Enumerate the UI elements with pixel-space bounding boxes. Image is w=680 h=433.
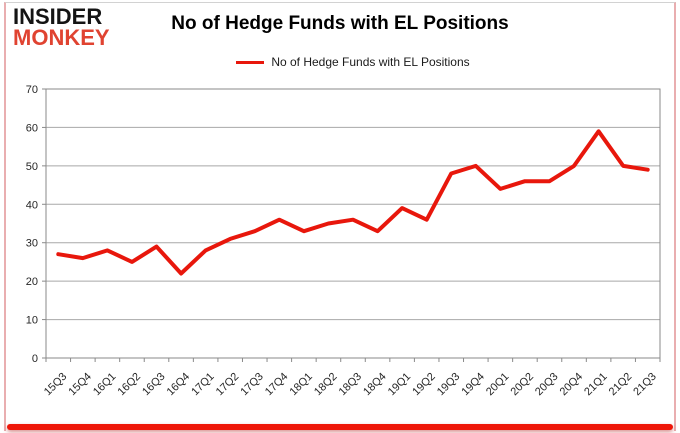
insider-monkey-logo: INSIDER MONKEY [13, 4, 110, 50]
svg-text:15Q4: 15Q4 [66, 371, 94, 399]
logo-word-insider: INSIDER [13, 4, 103, 29]
svg-text:18Q3: 18Q3 [337, 371, 365, 399]
svg-text:20: 20 [26, 276, 38, 288]
bottom-accent-bar [7, 424, 673, 430]
svg-text:15Q3: 15Q3 [42, 371, 70, 399]
svg-text:17Q3: 17Q3 [238, 371, 266, 399]
svg-text:21Q3: 21Q3 [631, 371, 659, 399]
legend-label: No of Hedge Funds with EL Positions [271, 55, 470, 69]
svg-text:16Q4: 16Q4 [165, 371, 193, 399]
svg-text:19Q3: 19Q3 [435, 371, 463, 399]
svg-text:21Q1: 21Q1 [582, 371, 610, 399]
svg-text:18Q2: 18Q2 [312, 371, 340, 399]
svg-text:17Q4: 17Q4 [263, 371, 291, 399]
svg-text:17Q1: 17Q1 [189, 371, 217, 399]
svg-text:18Q4: 18Q4 [361, 371, 389, 399]
svg-text:60: 60 [26, 122, 38, 134]
svg-text:19Q1: 19Q1 [386, 371, 414, 399]
svg-text:20Q1: 20Q1 [484, 371, 512, 399]
svg-text:40: 40 [26, 199, 38, 211]
svg-text:16Q3: 16Q3 [140, 371, 168, 399]
svg-text:18Q1: 18Q1 [287, 371, 315, 399]
svg-text:16Q2: 16Q2 [116, 371, 144, 399]
svg-text:21Q2: 21Q2 [607, 371, 635, 399]
svg-text:50: 50 [26, 161, 38, 173]
svg-text:19Q2: 19Q2 [410, 371, 438, 399]
logo-word-monkey: MONKEY [13, 25, 110, 50]
svg-text:16Q1: 16Q1 [91, 371, 119, 399]
svg-text:19Q4: 19Q4 [459, 371, 487, 399]
svg-text:20Q4: 20Q4 [558, 371, 586, 399]
legend-line-swatch [236, 60, 265, 64]
svg-text:17Q2: 17Q2 [214, 371, 242, 399]
svg-text:30: 30 [26, 238, 38, 250]
svg-text:20Q3: 20Q3 [533, 371, 561, 399]
svg-text:10: 10 [26, 315, 38, 327]
chart-title: No of Hedge Funds with EL Positions [171, 13, 509, 34]
chart-legend: No of Hedge Funds with EL Positions [46, 55, 660, 69]
svg-text:0: 0 [32, 353, 38, 365]
svg-text:70: 70 [26, 84, 38, 96]
svg-text:20Q2: 20Q2 [509, 371, 537, 399]
